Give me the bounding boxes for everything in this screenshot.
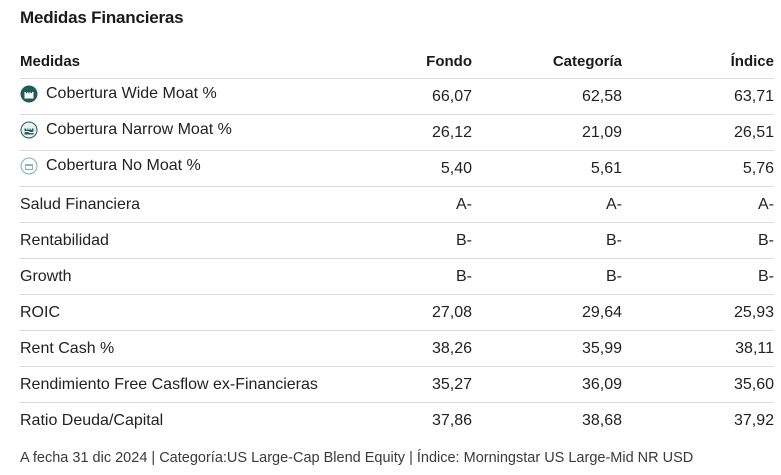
table-header-row: Medidas Fondo Categoría Índice — [20, 44, 774, 79]
categoria-value: 35,99 — [472, 330, 622, 367]
header-medidas: Medidas — [20, 52, 81, 70]
row-label: Rentabilidad — [20, 222, 380, 259]
row-label-cell: Cobertura Narrow Moat % — [20, 114, 380, 151]
row-label: Cobertura No Moat % — [46, 157, 201, 174]
row-label: Cobertura Wide Moat % — [46, 85, 217, 102]
row-label: Rendimiento Free Casflow ex-Financieras — [20, 366, 380, 403]
table-row: Rendimiento Free Casflow ex-Financieras … — [20, 366, 774, 403]
indice-value: B- — [622, 222, 774, 259]
row-label-cell: Cobertura Wide Moat % — [20, 78, 380, 115]
table-row: Rent Cash % 38,26 35,99 38,11 — [20, 330, 774, 367]
table-row: Ratio Deuda/Capital 37,86 38,68 37,92 — [20, 402, 774, 438]
categoria-value: 62,58 — [472, 78, 622, 115]
indice-value: 63,71 — [622, 78, 774, 115]
table-row: ROIC 27,08 29,64 25,93 — [20, 294, 774, 331]
categoria-value: 38,68 — [472, 402, 622, 438]
fondo-value: 27,08 — [380, 294, 472, 331]
fondo-value: A- — [380, 186, 472, 223]
fondo-value: 38,26 — [380, 330, 472, 367]
row-label-cell: Cobertura No Moat % — [20, 150, 380, 187]
panel-title: Medidas Financieras — [20, 8, 184, 27]
table-row: Cobertura Narrow Moat % 26,12 21,09 26,5… — [20, 114, 774, 151]
row-label: Growth — [20, 258, 380, 295]
categoria-value: 21,09 — [472, 114, 622, 151]
fondo-value: 35,27 — [380, 366, 472, 403]
fondo-value: B- — [380, 258, 472, 295]
row-label: Rent Cash % — [20, 330, 380, 367]
row-label: Cobertura Narrow Moat % — [46, 121, 232, 138]
fondo-value: 26,12 — [380, 114, 472, 151]
row-label: ROIC — [20, 294, 380, 331]
indice-value: 26,51 — [622, 114, 774, 151]
header-categoria: Categoría — [552, 52, 622, 70]
fondo-value: 5,40 — [380, 150, 472, 187]
categoria-value: 29,64 — [472, 294, 622, 331]
footnote: A fecha 31 dic 2024 | Categoría:US Large… — [20, 450, 694, 466]
categoria-value: B- — [472, 222, 622, 259]
table-row: Growth B- B- B- — [20, 258, 774, 295]
indice-value: 35,60 — [622, 366, 774, 403]
table-row: Rentabilidad B- B- B- — [20, 222, 774, 259]
table-row: Cobertura No Moat % 5,40 5,61 5,76 — [20, 150, 774, 187]
header-indice: Índice — [730, 52, 774, 70]
categoria-value: B- — [472, 258, 622, 295]
wide-moat-icon — [20, 85, 38, 103]
indice-value: 37,92 — [622, 402, 774, 438]
indice-value: 5,76 — [622, 150, 774, 187]
no-moat-icon — [20, 157, 38, 175]
metrics-table: Medidas Fondo Categoría Índice Cobertura… — [20, 44, 774, 438]
fondo-value: B- — [380, 222, 472, 259]
indice-value: B- — [622, 258, 774, 295]
header-fondo: Fondo — [426, 52, 472, 70]
table-row: Cobertura Wide Moat % 66,07 62,58 63,71 — [20, 78, 774, 115]
table-row: Salud Financiera A- A- A- — [20, 186, 774, 223]
row-label: Ratio Deuda/Capital — [20, 402, 380, 438]
narrow-moat-icon — [20, 121, 38, 139]
indice-value: A- — [622, 186, 774, 223]
fondo-value: 66,07 — [380, 78, 472, 115]
indice-value: 25,93 — [622, 294, 774, 331]
categoria-value: A- — [472, 186, 622, 223]
fondo-value: 37,86 — [380, 402, 472, 438]
indice-value: 38,11 — [622, 330, 774, 367]
row-label: Salud Financiera — [20, 186, 380, 223]
categoria-value: 36,09 — [472, 366, 622, 403]
categoria-value: 5,61 — [472, 150, 622, 187]
